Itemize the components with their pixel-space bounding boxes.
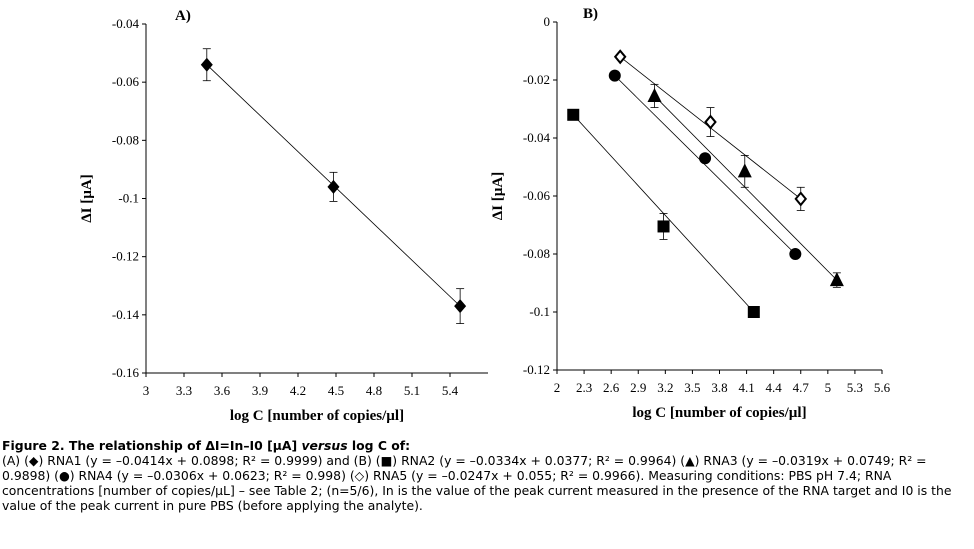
y-tick-label: -0.1: [529, 304, 550, 319]
y-tick-label: -0.04: [112, 16, 140, 31]
data-point: [699, 152, 712, 165]
x-tick-label: 4.4: [766, 380, 783, 395]
y-tick-label: -0.14: [112, 307, 140, 322]
panel-label: B): [583, 6, 598, 22]
x-tick-label: 4.7: [793, 380, 810, 395]
y-tick-label: -0.16: [112, 365, 140, 380]
x-tick-label: 4.5: [328, 383, 344, 398]
data-point: [613, 49, 627, 65]
figure-charts: -0.04-0.06-0.08-0.1-0.12-0.14-0.163 3.3 3.…: [79, 6, 891, 424]
y-tick-label: -0.06: [523, 188, 551, 203]
chart-panel-2: 0 -0.02 -0.04 -0.06 -0.08 -0.1 -0.12 2 2.3 2.6 2.9…: [490, 6, 891, 421]
series-rna4: [608, 69, 802, 260]
series-rna1: [200, 48, 467, 324]
chart-panel-1: -0.04 -0.06 -0.08 -0.1 -0.12 -0.14 -0.163 3.3 3.…: [79, 8, 488, 424]
data-point: [704, 114, 717, 130]
x-tick-label: 5.4: [442, 383, 459, 398]
y-axis-title: ΔI [µA]: [490, 172, 506, 220]
x-tick-label: 3.2: [657, 380, 673, 395]
x-tick-label: 3.6: [214, 383, 231, 398]
figure-caption: Figure 2. The relationship of ΔI=In–I0 […: [2, 438, 970, 513]
y-tick-label: -0.08: [112, 132, 139, 147]
x-tick-label: 3.9: [252, 383, 268, 398]
y-tick-label: -0.12: [112, 249, 139, 264]
trend-line: [654, 95, 838, 281]
series-rna3: [647, 83, 844, 288]
data-point: [737, 163, 752, 178]
data-point: [567, 108, 580, 121]
y-tick-label: -0.06: [112, 74, 140, 89]
x-tick-label: 3.5: [684, 380, 700, 395]
data-point: [200, 57, 213, 72]
data-point: [789, 248, 802, 260]
y-axis-title: ΔI [µA]: [79, 174, 95, 222]
x-tick-label: 5: [825, 380, 832, 395]
data-point: [657, 220, 670, 233]
y-tick-label: 0: [544, 14, 551, 29]
x-tick-label: 5.3: [847, 380, 863, 395]
x-tick-label: 3: [143, 383, 150, 398]
x-tick-label: 2.3: [576, 380, 592, 395]
x-tick-label: 3.8: [711, 380, 727, 395]
x-tick-label: 2: [554, 380, 561, 395]
data-point: [647, 87, 662, 102]
caption-body: (A) (◆) RNA1 (y = –0.0414x + 0.0898; R² …: [2, 453, 952, 513]
data-point: [829, 272, 844, 287]
x-tick-label: 4.2: [290, 383, 306, 398]
data-point: [454, 299, 467, 314]
x-tick-label: 3.3: [176, 383, 192, 398]
x-axis-title: log C [number of copies/µl]: [230, 408, 404, 424]
caption-title: Figure 2. The relationship of ΔI=In–I0 […: [2, 438, 411, 453]
data-point: [608, 69, 621, 82]
x-axis-title: log C [number of copies/µl]: [632, 405, 806, 421]
data-point: [747, 306, 760, 318]
x-tick-label: 5.1: [404, 383, 420, 398]
series-rna2: [567, 108, 760, 318]
x-tick-label: 4.1: [738, 380, 754, 395]
trend-line: [614, 75, 796, 255]
x-tick-label: 4.8: [366, 383, 382, 398]
y-tick-label: -0.02: [523, 72, 550, 87]
x-tick-label: 2.6: [603, 380, 620, 395]
y-tick-label: -0.08: [523, 246, 550, 261]
series-rna5: [613, 49, 808, 211]
data-point: [327, 179, 340, 194]
y-tick-label: -0.04: [523, 130, 551, 145]
data-point: [794, 191, 808, 207]
panel-label: A): [175, 8, 191, 24]
y-tick-label: -0.1: [118, 191, 139, 206]
x-tick-label: 2.9: [630, 380, 646, 395]
x-tick-label: 5.6: [874, 380, 891, 395]
y-tick-label: -0.12: [523, 362, 550, 377]
